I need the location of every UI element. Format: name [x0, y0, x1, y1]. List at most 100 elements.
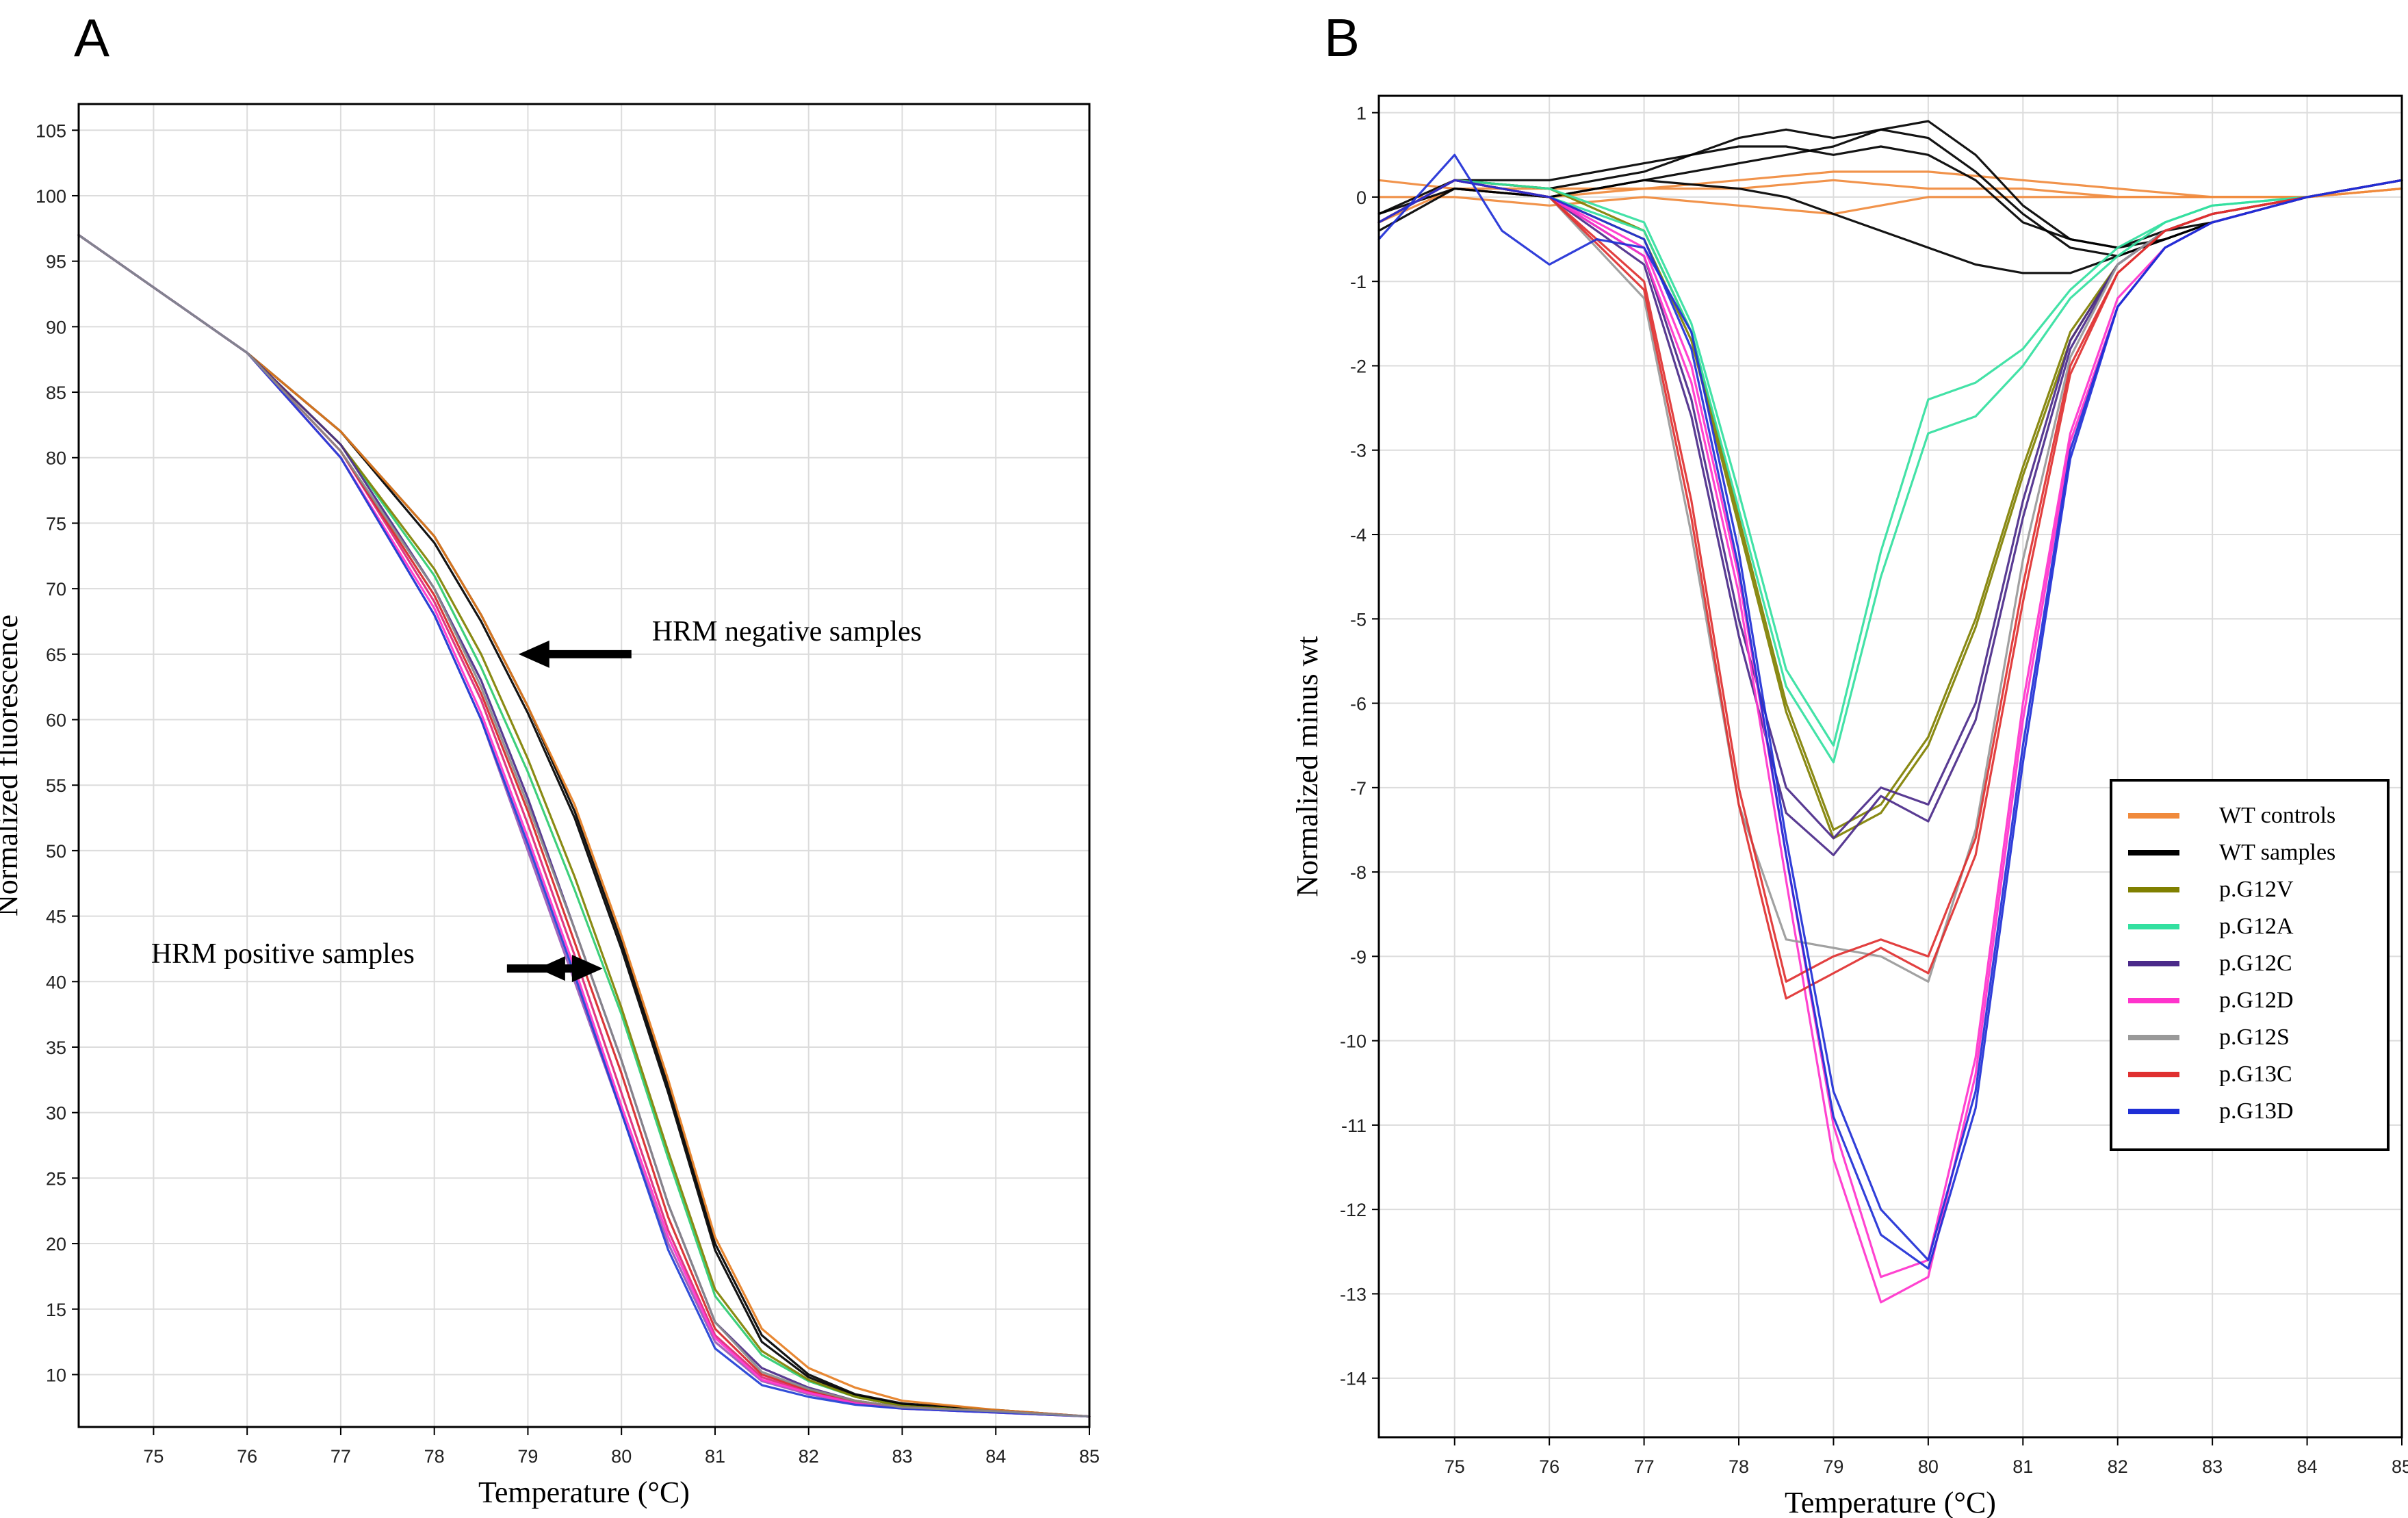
y-tick-label: 100	[36, 186, 66, 207]
series-line	[77, 233, 1091, 1418]
y-tick-label: 15	[46, 1300, 66, 1320]
y-tick-label: 25	[46, 1168, 66, 1189]
x-tick-label: 79	[517, 1446, 538, 1467]
y-tick-label: 55	[46, 775, 66, 796]
x-tick-label: 79	[1823, 1456, 1843, 1477]
y-tick-label: -7	[1350, 778, 1367, 799]
series-line	[77, 233, 1091, 1418]
series-line	[77, 233, 1091, 1418]
legend-label: p.G13C	[2219, 1062, 2292, 1087]
y-tick-label: -14	[1340, 1369, 1367, 1389]
panel-b-y-axis-title: Normalized minus wt	[1291, 636, 1324, 897]
series-line	[77, 233, 1091, 1418]
y-tick-label: -2	[1350, 356, 1367, 376]
legend-label: p.G12C	[2219, 951, 2292, 976]
y-tick-label: 50	[46, 841, 66, 862]
y-tick-label: -9	[1350, 947, 1367, 967]
y-tick-label: 70	[46, 579, 66, 600]
y-tick-label: -4	[1350, 525, 1367, 545]
panel-b-label: B	[1324, 8, 1360, 68]
x-tick-label: 84	[985, 1446, 1006, 1467]
x-tick-label: 81	[2012, 1456, 2033, 1477]
series-line	[1377, 179, 2403, 274]
panel-b-x-axis-title: Temperature (°C)	[1785, 1486, 1996, 1518]
y-tick-label: 35	[46, 1038, 66, 1058]
annotation-negative-arrow-head	[518, 640, 549, 668]
y-tick-label: -13	[1340, 1284, 1367, 1304]
series-line	[1377, 179, 2403, 1000]
annotation-positive-arrow-back-head	[537, 956, 565, 981]
x-tick-label: 85	[2392, 1456, 2408, 1477]
series-line	[1377, 179, 2403, 832]
panel-b-legend: WT controls WT samples p.G12V p.G12A p.G12C p…	[2110, 779, 2390, 1151]
legend-label: p.G13D	[2219, 1098, 2294, 1124]
y-tick-label: -3	[1350, 441, 1367, 461]
y-tick-label: -1	[1350, 272, 1367, 292]
x-tick-label: 76	[1539, 1456, 1559, 1477]
panel-a-x-axis-title: Temperature (°C)	[478, 1476, 690, 1509]
legend-label: WT samples	[2219, 840, 2335, 865]
panel-a-grid	[79, 104, 1090, 1427]
x-tick-label: 83	[2202, 1456, 2223, 1477]
panel-b-ticks: 75 76 77 78 79 80 81 82 83 84 85 1 0 -1 -2 -3 -4 -5 -6 -7 -8…	[1340, 103, 2408, 1477]
panel-a-lines	[77, 233, 1091, 1418]
y-tick-label: 45	[46, 907, 66, 927]
y-tick-label: -5	[1350, 609, 1367, 630]
legend-label: p.G12S	[2219, 1025, 2290, 1050]
series-line	[77, 233, 1091, 1418]
y-tick-label: 105	[36, 120, 66, 141]
series-line	[1377, 170, 2403, 224]
x-tick-label: 80	[611, 1446, 632, 1467]
x-tick-label: 77	[331, 1446, 351, 1467]
panel-a-plot-frame	[77, 103, 1091, 1428]
y-tick-label: 60	[46, 710, 66, 731]
legend-label: p.G12D	[2219, 988, 2294, 1013]
y-tick-label: 30	[46, 1103, 66, 1124]
series-line	[77, 233, 1091, 1418]
y-tick-label: 65	[46, 645, 66, 665]
x-tick-label: 75	[143, 1446, 164, 1467]
panel-a-annotations: HRM negative samples HRM positive sample…	[151, 616, 922, 983]
legend-label: p.G12V	[2219, 877, 2294, 902]
y-tick-label: 80	[46, 448, 66, 469]
series-line	[77, 233, 1091, 1418]
y-tick-label: 20	[46, 1234, 66, 1255]
series-line	[1377, 179, 2403, 840]
panel-b-grid	[1379, 96, 2403, 1437]
y-tick-label: -6	[1350, 694, 1367, 715]
series-line	[1377, 179, 2403, 747]
y-tick-label: -12	[1340, 1200, 1367, 1220]
x-tick-label: 82	[799, 1446, 819, 1467]
x-tick-label: 75	[1445, 1456, 1465, 1477]
x-tick-label: 85	[1079, 1446, 1100, 1467]
y-tick-label: 90	[46, 317, 66, 337]
series-line	[77, 233, 1091, 1418]
x-tick-label: 84	[2297, 1456, 2318, 1477]
y-tick-label: 10	[46, 1365, 66, 1385]
series-line	[1377, 179, 2403, 1270]
panel-a-ticks: 75 76 77 78 79 80 81 82 83 84 85 10 15 20 25 30 35 40 45 50…	[36, 120, 1100, 1467]
x-tick-label: 81	[705, 1446, 725, 1467]
y-tick-label: 95	[46, 252, 66, 272]
panel-b-lines	[1377, 120, 2403, 1304]
series-line	[1377, 179, 2403, 840]
x-tick-label: 77	[1634, 1456, 1655, 1477]
annotation-positive-arrow-head	[571, 955, 603, 983]
x-tick-label: 83	[892, 1446, 912, 1467]
y-tick-label: 1	[1356, 103, 1367, 124]
panel-b-plot-frame	[1377, 94, 2403, 1439]
y-tick-label: -10	[1340, 1031, 1367, 1052]
x-tick-label: 78	[1729, 1456, 1749, 1477]
panel-a: A 75 76 77 78 79 80 81 82 83 84 85 10 15 20 25 30 35 40 45…	[0, 8, 1100, 1509]
panel-b: B 75 76 77 78 79 80 81 82 83 84 85 1 0 -1 -2 -3 -4 -5 -6 -7…	[1291, 8, 2408, 1518]
x-tick-label: 76	[237, 1446, 257, 1467]
series-line	[77, 233, 1091, 1418]
x-tick-label: 78	[424, 1446, 445, 1467]
y-tick-label: -11	[1341, 1116, 1367, 1136]
annotation-positive-text: HRM positive samples	[151, 938, 415, 970]
x-tick-label: 82	[2108, 1456, 2128, 1477]
legend-label: p.G12A	[2219, 914, 2294, 939]
x-tick-label: 80	[1918, 1456, 1939, 1477]
legend-label: WT controls	[2219, 803, 2335, 828]
